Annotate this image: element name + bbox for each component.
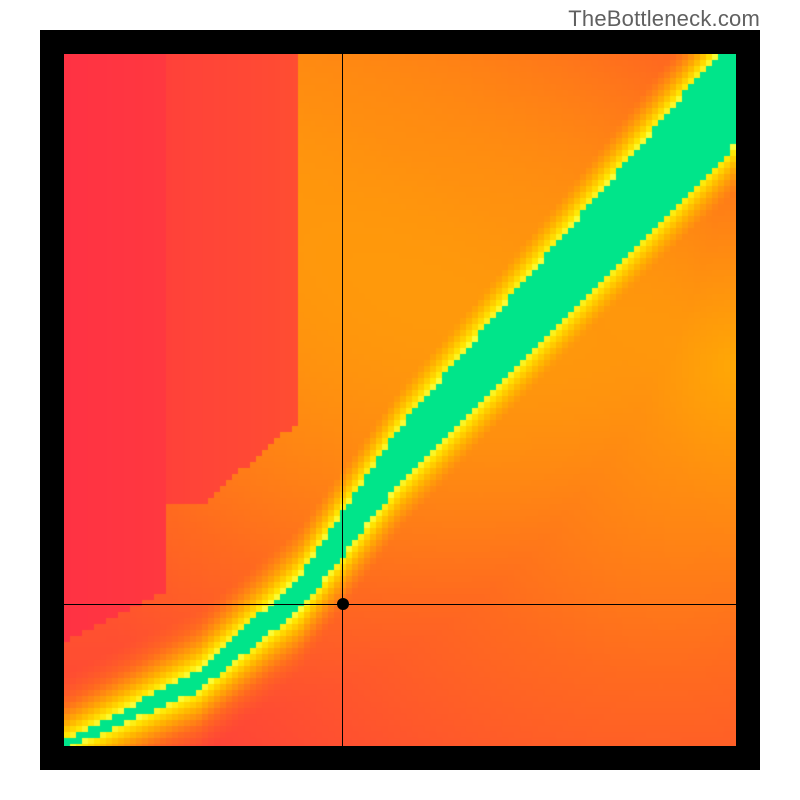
- crosshair-marker: [337, 598, 349, 610]
- chart-root: TheBottleneck.com: [0, 0, 800, 800]
- watermark-text: TheBottleneck.com: [568, 6, 760, 32]
- heatmap-canvas: [64, 54, 736, 746]
- crosshair-horizontal: [64, 604, 736, 605]
- plot-outer-frame: [40, 30, 760, 770]
- crosshair-vertical: [342, 54, 343, 746]
